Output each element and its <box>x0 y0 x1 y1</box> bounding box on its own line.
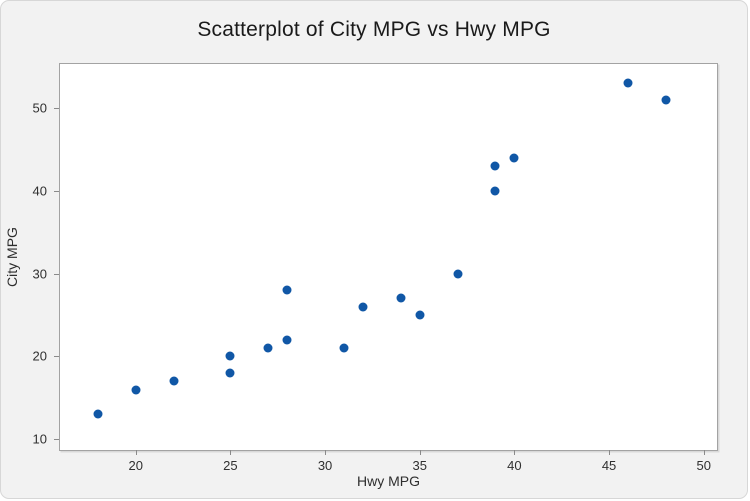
x-tick-mark <box>514 450 516 455</box>
x-tick-mark <box>325 450 327 455</box>
data-point <box>93 409 103 419</box>
x-tick-label: 40 <box>507 458 522 473</box>
y-tick-mark <box>54 273 59 275</box>
y-tick-mark <box>54 356 59 358</box>
data-point <box>509 153 519 163</box>
data-point <box>282 285 292 295</box>
x-tick-label: 25 <box>223 458 238 473</box>
data-point <box>661 95 671 105</box>
x-tick-mark <box>419 450 421 455</box>
data-point <box>225 368 235 378</box>
data-point <box>169 376 179 386</box>
chart-title: Scatterplot of City MPG vs Hwy MPG <box>197 18 551 41</box>
x-tick-label: 35 <box>412 458 427 473</box>
x-tick-mark <box>703 450 705 455</box>
x-tick-label: 50 <box>696 458 711 473</box>
data-point <box>225 351 235 361</box>
data-point <box>623 78 633 88</box>
y-tick-label: 50 <box>32 100 47 116</box>
x-tick-mark <box>135 450 137 455</box>
y-tick-mark <box>54 439 59 441</box>
y-tick-label: 30 <box>32 266 47 282</box>
y-tick-mark <box>54 190 59 192</box>
x-tick-mark <box>609 450 611 455</box>
data-point <box>396 293 406 303</box>
x-tick-label: 45 <box>601 458 617 473</box>
data-point <box>282 335 292 345</box>
data-point <box>453 269 463 279</box>
data-point <box>415 310 425 320</box>
y-tick-label: 10 <box>32 431 47 447</box>
y-tick-label: 40 <box>32 183 47 199</box>
data-point <box>490 186 500 196</box>
y-axis-label: City MPG <box>4 227 20 287</box>
data-point <box>263 343 273 353</box>
data-point <box>131 385 141 395</box>
data-point <box>339 343 349 353</box>
y-tick-label: 20 <box>32 348 47 364</box>
data-point <box>490 161 500 171</box>
x-tick-label: 30 <box>317 458 333 473</box>
x-axis-label: Hwy MPG <box>357 473 420 489</box>
plot-area: 20 25 30 35 40 45 50 10 20 30 40 50 <box>33 63 718 473</box>
x-tick-label: 20 <box>128 458 143 473</box>
x-tick-mark <box>230 450 232 455</box>
y-tick-mark <box>54 107 59 109</box>
data-point <box>358 302 368 312</box>
